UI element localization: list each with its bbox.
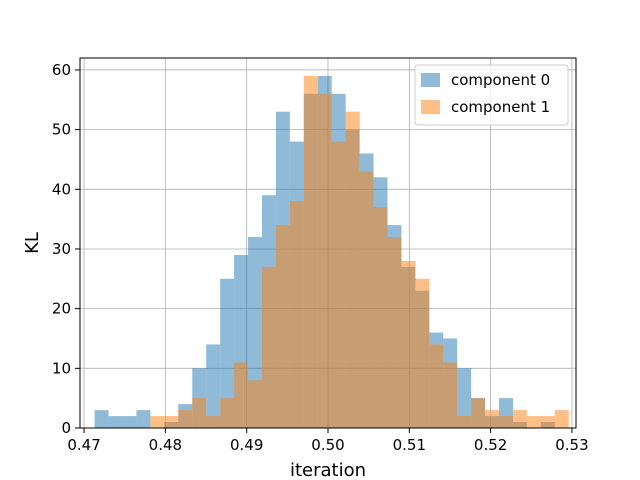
bar-series-1 xyxy=(387,237,402,428)
legend-label-component-1: component 1 xyxy=(451,98,550,116)
legend: component 0 component 1 xyxy=(414,64,569,126)
bar-series-1 xyxy=(471,398,486,428)
bar-series-1 xyxy=(206,416,221,428)
bar-series-1 xyxy=(164,416,179,428)
bar-series-1 xyxy=(401,260,416,428)
bar-series-1 xyxy=(289,201,304,428)
bar-series-1 xyxy=(485,410,500,428)
bar-series-1 xyxy=(457,416,472,428)
bar-series-1 xyxy=(373,207,388,428)
bar-series-1 xyxy=(331,141,346,428)
bar-series-1 xyxy=(234,362,249,428)
bar-series-0 xyxy=(206,344,221,428)
bar-series-0 xyxy=(122,416,137,428)
y-tick-label: 0 xyxy=(61,419,71,437)
y-tick-label: 40 xyxy=(52,180,71,198)
bar-series-0 xyxy=(457,368,472,428)
legend-swatch-component-1 xyxy=(421,100,440,114)
y-tick-label: 60 xyxy=(52,61,71,79)
legend-box xyxy=(414,64,569,126)
bar-series-1 xyxy=(429,344,444,428)
bar-series-1 xyxy=(443,362,458,428)
bar-series-1 xyxy=(540,416,555,428)
bar-series-1 xyxy=(359,171,374,429)
y-tick-label: 10 xyxy=(52,359,71,377)
series-1-bars xyxy=(150,75,569,429)
bar-series-0 xyxy=(220,278,235,428)
bar-series-0 xyxy=(94,410,109,428)
bar-series-1 xyxy=(512,410,527,428)
bar-series-1 xyxy=(248,380,262,428)
x-tick-label: 0.50 xyxy=(311,436,344,454)
x-tick-label: 0.52 xyxy=(474,436,507,454)
x-tick-label: 0.47 xyxy=(67,436,100,454)
bar-series-1 xyxy=(554,410,569,428)
bar-series-1 xyxy=(499,416,513,428)
y-axis-label: KL xyxy=(22,232,43,254)
legend-swatch-component-0 xyxy=(421,73,440,87)
bar-series-0 xyxy=(108,416,123,428)
y-tick-label: 50 xyxy=(52,121,71,139)
bar-series-1 xyxy=(275,225,290,428)
y-tick-label: 30 xyxy=(52,240,71,258)
axis-ticks: 0.47 0.48 0.49 0.50 0.51 0.52 0.53 0 10 20 30 40 50 6… xyxy=(52,61,589,454)
bar-series-0 xyxy=(136,410,151,428)
bar-series-1 xyxy=(192,398,207,428)
bar-series-1 xyxy=(220,398,235,428)
bar-series-1 xyxy=(526,416,541,428)
x-tick-label: 0.53 xyxy=(555,436,588,454)
x-tick-label: 0.49 xyxy=(230,436,263,454)
bar-series-1 xyxy=(150,416,165,428)
x-tick-label: 0.48 xyxy=(149,436,182,454)
bar-series-1 xyxy=(261,266,276,428)
y-tick-label: 20 xyxy=(52,300,71,318)
bar-series-1 xyxy=(345,111,360,428)
bar-series-1 xyxy=(178,410,193,428)
bar-series-1 xyxy=(303,75,318,428)
x-axis-label: iteration xyxy=(290,460,366,480)
legend-label-component-0: component 0 xyxy=(451,71,550,89)
histogram-bars xyxy=(94,75,569,429)
bar-series-1 xyxy=(415,278,430,428)
x-tick-label: 0.51 xyxy=(393,436,426,454)
bar-series-1 xyxy=(317,93,332,428)
